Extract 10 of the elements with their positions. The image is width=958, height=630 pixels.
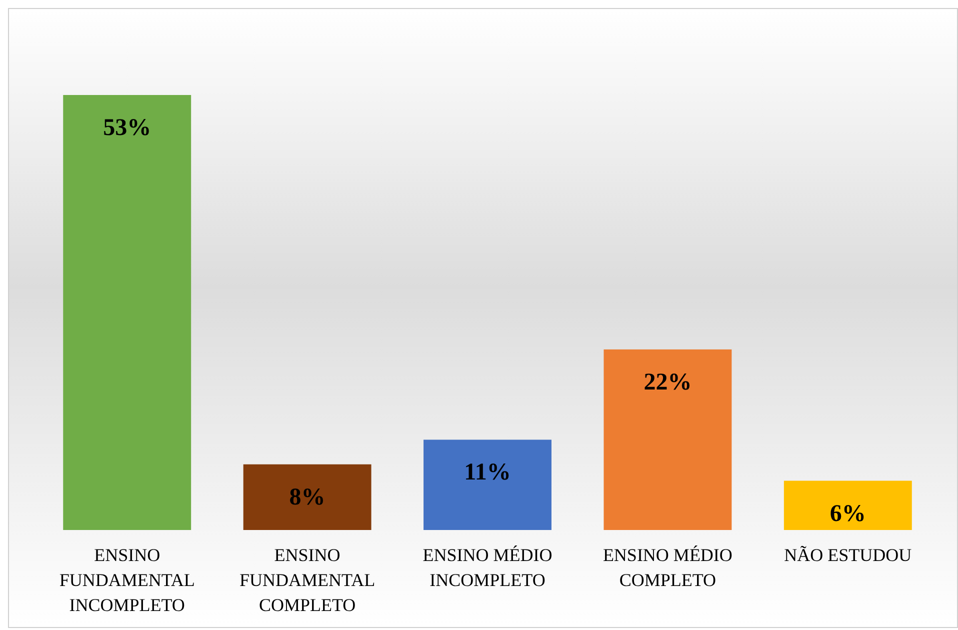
data-label: 11% [464, 460, 511, 486]
data-label: 53% [103, 115, 152, 141]
data-label: 8% [289, 484, 326, 510]
x-tick-label: ENSINO FUNDAMENTAL INCOMPLETO [59, 545, 195, 615]
x-tick-label: ENSINO FUNDAMENTAL COMPLETO [240, 545, 376, 615]
x-tick-label: ENSINO MÉDIO INCOMPLETO [422, 545, 552, 590]
data-label: 22% [644, 369, 692, 396]
x-tick-label: ENSINO MÉDIO COMPLETO [602, 545, 732, 590]
x-tick-label: NÃO ESTUDOU [784, 545, 912, 565]
data-label: 6% [830, 500, 866, 527]
